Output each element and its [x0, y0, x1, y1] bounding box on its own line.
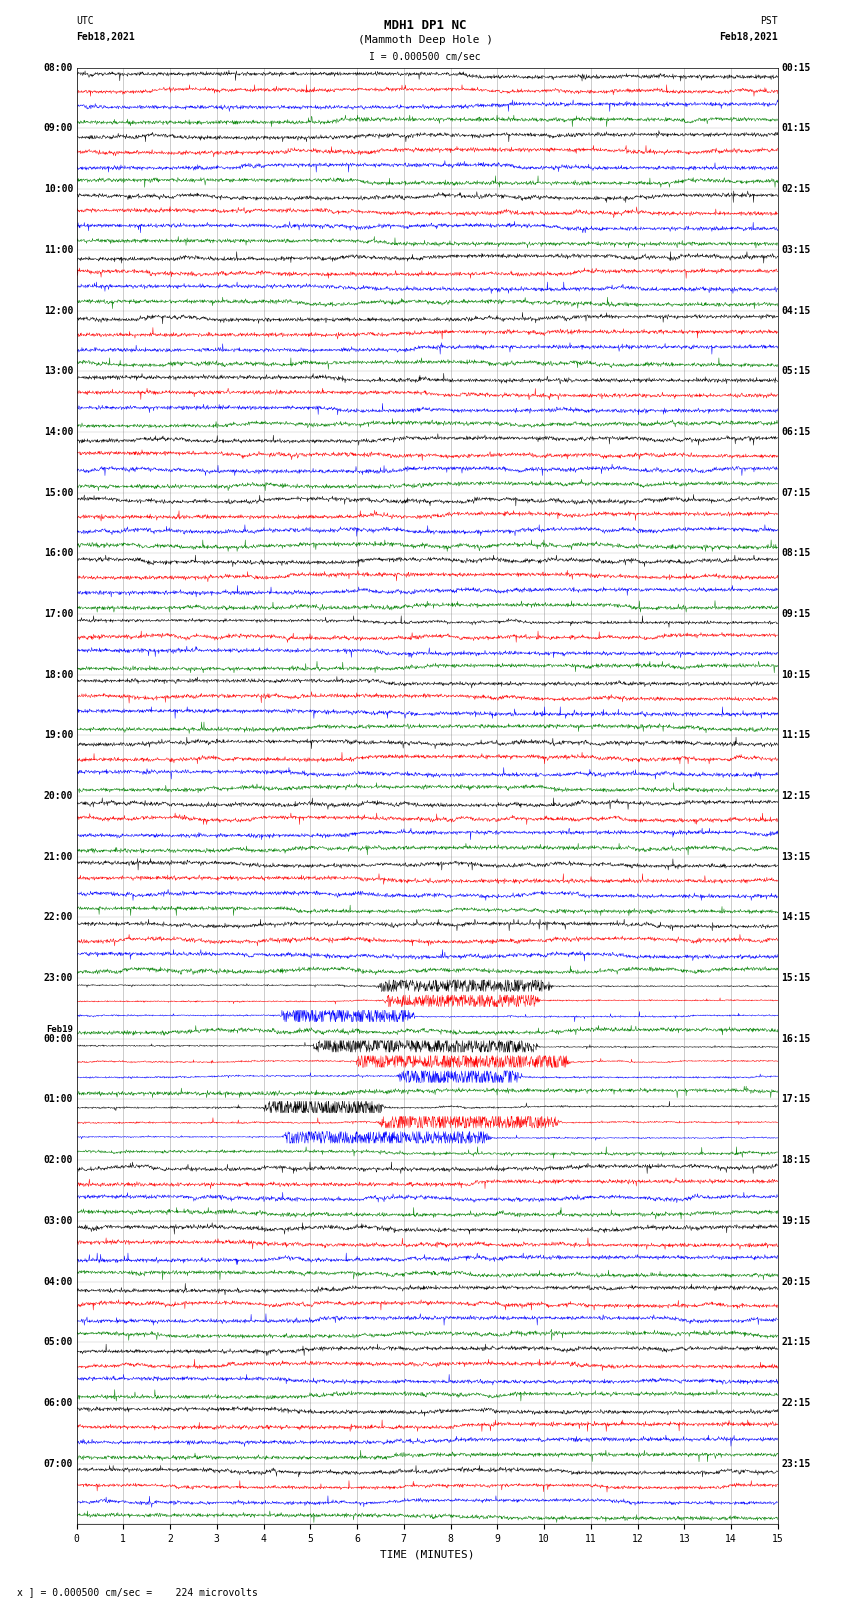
Text: 21:15: 21:15	[781, 1337, 811, 1347]
Text: 06:00: 06:00	[43, 1398, 73, 1408]
Text: 17:00: 17:00	[43, 610, 73, 619]
Text: x ] = 0.000500 cm/sec =    224 microvolts: x ] = 0.000500 cm/sec = 224 microvolts	[17, 1587, 258, 1597]
Text: 04:15: 04:15	[781, 305, 811, 316]
Text: 20:00: 20:00	[43, 790, 73, 802]
Text: 16:15: 16:15	[781, 1034, 811, 1044]
Text: 23:15: 23:15	[781, 1458, 811, 1468]
Text: 15:15: 15:15	[781, 973, 811, 982]
Text: 12:00: 12:00	[43, 305, 73, 316]
Text: I = 0.000500 cm/sec: I = 0.000500 cm/sec	[369, 52, 481, 61]
Text: 09:00: 09:00	[43, 124, 73, 134]
Text: MDH1 DP1 NC: MDH1 DP1 NC	[383, 19, 467, 32]
Text: 17:15: 17:15	[781, 1095, 811, 1105]
Text: 15:00: 15:00	[43, 487, 73, 497]
Text: Feb18,2021: Feb18,2021	[719, 32, 778, 42]
Text: 18:00: 18:00	[43, 669, 73, 679]
Text: 12:15: 12:15	[781, 790, 811, 802]
Text: 00:00: 00:00	[43, 1034, 73, 1044]
Text: 20:15: 20:15	[781, 1276, 811, 1287]
Text: 10:00: 10:00	[43, 184, 73, 194]
X-axis label: TIME (MINUTES): TIME (MINUTES)	[380, 1550, 474, 1560]
Text: 02:00: 02:00	[43, 1155, 73, 1165]
Text: 14:15: 14:15	[781, 913, 811, 923]
Text: 06:15: 06:15	[781, 427, 811, 437]
Text: 02:15: 02:15	[781, 184, 811, 194]
Text: 05:15: 05:15	[781, 366, 811, 376]
Text: 05:00: 05:00	[43, 1337, 73, 1347]
Text: 07:00: 07:00	[43, 1458, 73, 1468]
Text: 03:15: 03:15	[781, 245, 811, 255]
Text: Feb19: Feb19	[46, 1024, 73, 1034]
Text: 19:00: 19:00	[43, 731, 73, 740]
Text: Feb18,2021: Feb18,2021	[76, 32, 135, 42]
Text: 14:00: 14:00	[43, 427, 73, 437]
Text: 23:00: 23:00	[43, 973, 73, 982]
Text: 13:15: 13:15	[781, 852, 811, 861]
Text: 01:00: 01:00	[43, 1095, 73, 1105]
Text: 07:15: 07:15	[781, 487, 811, 497]
Text: 09:15: 09:15	[781, 610, 811, 619]
Text: UTC: UTC	[76, 16, 94, 26]
Text: 11:00: 11:00	[43, 245, 73, 255]
Text: 13:00: 13:00	[43, 366, 73, 376]
Text: (Mammoth Deep Hole ): (Mammoth Deep Hole )	[358, 35, 492, 45]
Text: 16:00: 16:00	[43, 548, 73, 558]
Text: 21:00: 21:00	[43, 852, 73, 861]
Text: 01:15: 01:15	[781, 124, 811, 134]
Text: PST: PST	[760, 16, 778, 26]
Text: 04:00: 04:00	[43, 1276, 73, 1287]
Text: 19:15: 19:15	[781, 1216, 811, 1226]
Text: 08:15: 08:15	[781, 548, 811, 558]
Text: 08:00: 08:00	[43, 63, 73, 73]
Text: 22:00: 22:00	[43, 913, 73, 923]
Text: 10:15: 10:15	[781, 669, 811, 679]
Text: 00:15: 00:15	[781, 63, 811, 73]
Text: 03:00: 03:00	[43, 1216, 73, 1226]
Text: 18:15: 18:15	[781, 1155, 811, 1165]
Text: 22:15: 22:15	[781, 1398, 811, 1408]
Text: 11:15: 11:15	[781, 731, 811, 740]
